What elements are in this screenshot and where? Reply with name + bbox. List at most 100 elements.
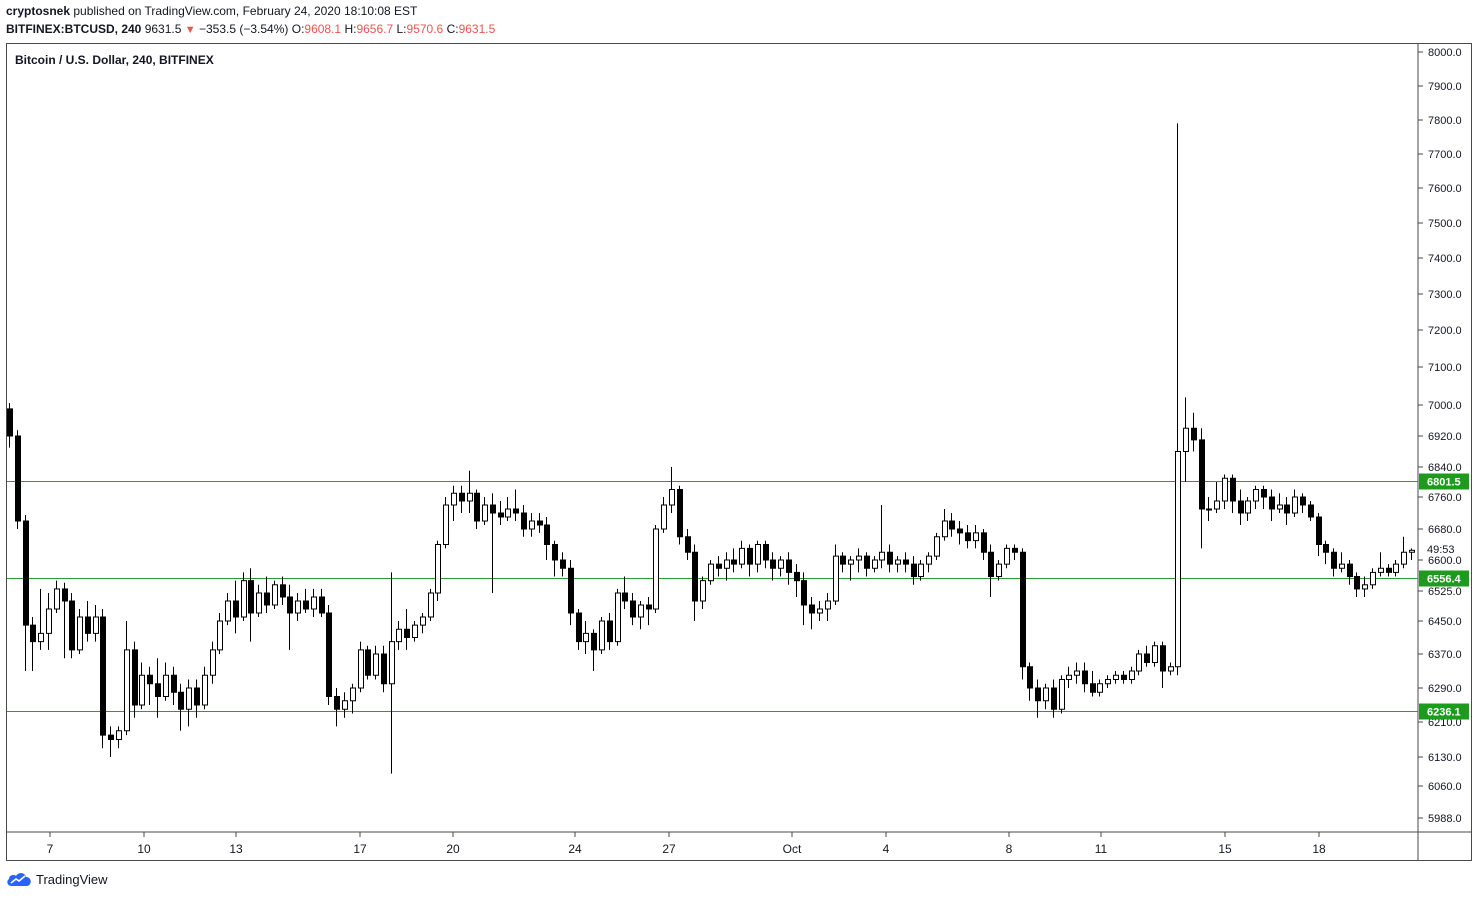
price-change: −353.5 (−3.54%) xyxy=(198,22,289,36)
candle xyxy=(1090,671,1096,697)
candle xyxy=(1175,123,1181,676)
candle xyxy=(7,403,13,448)
candle xyxy=(848,556,854,581)
time-tick-label: 8 xyxy=(1006,842,1013,856)
candle xyxy=(186,679,192,727)
candle xyxy=(856,548,862,573)
candle xyxy=(1238,489,1244,525)
candle-body-up xyxy=(451,492,457,506)
candle xyxy=(895,556,901,573)
candle-body-up xyxy=(833,555,839,602)
candle-body-down xyxy=(147,674,153,685)
chart-title: Bitcoin / U.S. Dollar, 240, BITFINEX xyxy=(15,53,214,67)
candle xyxy=(264,576,270,613)
candle xyxy=(178,683,184,731)
candle xyxy=(770,552,776,581)
countdown-label: 49:53 xyxy=(1427,544,1455,556)
candle-body-down xyxy=(646,604,652,610)
candle-body-up xyxy=(124,649,130,732)
candle-body-up xyxy=(1129,670,1135,680)
candle xyxy=(280,576,286,605)
candle-body-up xyxy=(1136,653,1142,672)
author-name[interactable]: cryptosnek xyxy=(6,4,71,18)
tradingview-logo[interactable]: TradingView xyxy=(6,871,108,887)
price-tick-label: 7100.0 xyxy=(1428,362,1462,374)
candle-body-down xyxy=(303,600,309,610)
candle xyxy=(443,497,449,549)
candle xyxy=(521,505,527,537)
candle-body-up xyxy=(638,604,644,618)
candle-body-up xyxy=(428,592,434,618)
candle-body-down xyxy=(716,563,722,569)
publish-text: published on TradingView.com, February 2… xyxy=(73,4,418,18)
candle-body-up xyxy=(435,544,441,594)
candle xyxy=(1168,662,1174,676)
candle-body-up xyxy=(241,580,247,618)
candle-body-down xyxy=(1284,504,1290,514)
candle xyxy=(389,572,395,774)
candle xyxy=(342,692,348,718)
level-badge: 6556.4 xyxy=(1419,570,1469,587)
time-tick-label: 4 xyxy=(883,842,890,856)
price-tick-label: 7800.0 xyxy=(1428,115,1462,127)
candle xyxy=(653,525,659,613)
candle xyxy=(498,501,504,525)
candle-body-up xyxy=(1401,551,1407,565)
countdown-marker: 49:53 xyxy=(1419,542,1469,556)
time-tick-label: 20 xyxy=(446,842,460,856)
time-tick-label: 27 xyxy=(662,842,676,856)
candle xyxy=(124,621,130,736)
candle xyxy=(599,617,605,654)
candle xyxy=(155,658,161,718)
candle-body-up xyxy=(872,559,878,569)
candle-body-up xyxy=(1214,500,1220,510)
candle xyxy=(202,666,208,710)
high-value: 9656.7 xyxy=(356,22,394,36)
candle-body-up xyxy=(599,620,605,651)
candle xyxy=(1160,641,1166,688)
candle-body-up xyxy=(1183,427,1189,452)
candle xyxy=(692,544,698,621)
candle-body-down xyxy=(69,600,75,651)
candle xyxy=(1393,560,1399,577)
candle-body-up xyxy=(1222,477,1228,502)
candle xyxy=(100,609,106,749)
candle xyxy=(30,617,36,671)
candle-body-down xyxy=(903,559,909,565)
candle xyxy=(957,521,963,545)
candle xyxy=(365,645,371,680)
candle-body-down xyxy=(1160,645,1166,672)
candle-body-up xyxy=(973,532,979,542)
candle-body-up xyxy=(186,687,192,710)
price-tick-label: 7400.0 xyxy=(1428,253,1462,265)
price-tick-label: 6290.0 xyxy=(1428,683,1462,695)
candle-body-down xyxy=(30,624,36,643)
candle-body-down xyxy=(85,616,91,634)
price-tick-label: 7500.0 xyxy=(1428,218,1462,230)
candle xyxy=(591,629,597,671)
candle xyxy=(981,529,987,560)
candle-body-down xyxy=(685,536,691,553)
candle xyxy=(864,552,870,577)
candle xyxy=(794,564,800,597)
candle xyxy=(482,497,488,525)
price-tick-label: 6210.0 xyxy=(1428,717,1462,729)
candle xyxy=(1230,474,1236,513)
candle-body-up xyxy=(412,624,418,638)
candle xyxy=(38,588,44,650)
price-tick-label: 6920.0 xyxy=(1428,431,1462,443)
time-tick-label: 7 xyxy=(47,842,54,856)
time-axis[interactable]: 7 10 13 17 20 24 27 Oct 4 8 11 15 18 xyxy=(47,832,1326,856)
candle xyxy=(1323,540,1329,565)
candle-body-up xyxy=(482,504,488,522)
candle-body-down xyxy=(1238,500,1244,514)
candle-body-up xyxy=(1059,679,1065,710)
price-axis[interactable]: 8000.0 7900.0 7800.0 7700.0 7600.0 7500.0 7400… xyxy=(1418,47,1462,825)
candles xyxy=(7,123,1415,774)
candle-body-down xyxy=(319,596,325,614)
candle xyxy=(949,513,955,537)
candle-body-down xyxy=(1308,504,1314,518)
candle xyxy=(638,601,644,630)
candle-body-up xyxy=(653,528,659,610)
